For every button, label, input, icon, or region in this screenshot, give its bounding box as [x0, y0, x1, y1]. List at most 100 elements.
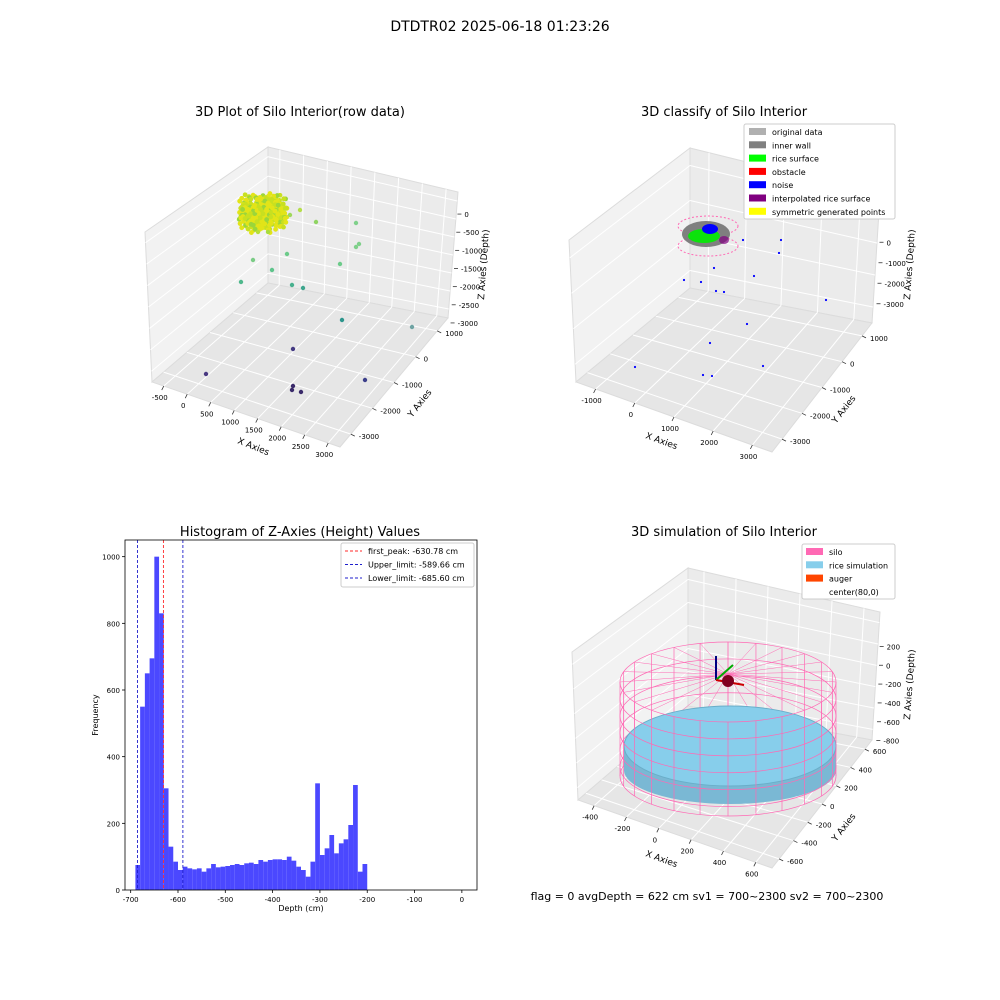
plot4-y-tick-label: 0	[830, 803, 834, 811]
plot2-x-ticks: -1000 0 1000 2000 3000	[581, 388, 757, 461]
plot3-bar	[338, 843, 344, 890]
plot2-noise-point	[633, 365, 637, 369]
plot1-title: 3D Plot of Silo Interior(row data)	[195, 105, 405, 120]
plot1-x-tick-label: 500	[200, 410, 213, 418]
plot4-y-tick	[836, 785, 841, 789]
plot1-cluster-point	[278, 215, 284, 221]
plot3-bar	[258, 860, 264, 890]
plot4-grid-z-left	[572, 579, 689, 665]
plot1-grid-y	[186, 351, 373, 409]
plot3-y-tick-label: 200	[107, 820, 120, 828]
plot3-bar	[230, 865, 235, 890]
plot2-x-tick-label: 3000	[739, 453, 757, 461]
plot1-scatter-point	[313, 219, 319, 225]
plot4-silo-roof-spoke	[727, 673, 837, 683]
plot2-legend-swatch	[749, 181, 766, 189]
plot2-x-tick	[632, 402, 636, 408]
plot4-auger-axes	[715, 656, 745, 687]
plot2-noise-point	[682, 278, 686, 282]
plot2-legend-swatch	[749, 194, 766, 202]
plot1-x-tick-label: 1500	[245, 427, 263, 435]
plot3-bar	[286, 856, 292, 890]
plot1-cluster-point	[240, 207, 246, 212]
plot1-z-label: Z Axies (Depth)	[477, 229, 492, 300]
plot2-z-tick-label: -2000	[885, 280, 905, 288]
plot1-cluster-point	[281, 224, 286, 230]
plot3-bar	[253, 864, 259, 890]
plot4-simulation: 3D simulation of Silo Interior -400 -200 0…	[571, 525, 918, 878]
plot4-silo-roof-spoke	[623, 671, 729, 675]
plot4-grid-x-wall	[702, 571, 705, 709]
plot1-grid-z-left	[145, 156, 269, 244]
plot1-z-tick-label: -1500	[461, 266, 481, 274]
plot1-grid-z	[267, 156, 458, 202]
plot2-legend-swatch	[749, 154, 766, 162]
plot3-bar	[282, 860, 287, 890]
plot3-bar	[173, 861, 178, 890]
plot4-silo-roof-spoke	[634, 661, 729, 675]
plot1-cluster-point	[278, 206, 284, 212]
plot4-y-tick-label: 200	[844, 785, 857, 793]
plot1-scatter-point	[353, 244, 359, 250]
plot1-y-tick	[350, 433, 355, 437]
plot3-bar	[144, 673, 150, 890]
plot4-grid-z-left	[575, 648, 689, 739]
plot3-x-tick-label: -600	[170, 896, 186, 904]
plot2-floor-pane	[575, 287, 873, 453]
plot2-noise-point	[777, 251, 781, 255]
plot2-noise-point	[761, 364, 765, 368]
plot3-bar	[196, 868, 202, 890]
plot4-x-tick	[688, 839, 692, 844]
plot2-legend-label: interpolated rice surface	[772, 195, 870, 204]
plot3-bar	[211, 864, 216, 890]
plot1-scatter-point	[265, 229, 271, 235]
plot3-x-tick-label: -400	[265, 896, 281, 904]
plot4-silo-roof-spoke	[727, 643, 757, 675]
plot1-cluster-point	[280, 201, 286, 207]
plot3-bar	[149, 658, 155, 890]
plot1-scatter-point	[287, 212, 293, 218]
plot1-y-tick-label: 0	[424, 356, 428, 364]
plot1-cluster-point	[262, 221, 268, 227]
plot2-x-tick	[710, 430, 714, 436]
plot1-cluster-point	[254, 197, 260, 202]
plot3-bar	[168, 846, 174, 890]
status-text: flag = 0 avgDepth = 622 cm sv1 = 700~230…	[531, 890, 884, 903]
plot4-silo-roof-spoke	[673, 647, 729, 675]
plot1-cluster-point	[258, 206, 263, 212]
plot2-x-tick	[593, 388, 596, 394]
plot1-cluster-point	[282, 210, 288, 216]
plot4-grid-y	[601, 779, 794, 842]
plot3-y-tick-label: 800	[107, 620, 120, 628]
plot3-x-tick-label: 0	[460, 896, 464, 904]
plot4-y-tick-label: -400	[801, 840, 817, 848]
plot2-x-tick	[750, 444, 753, 450]
plot4-z-tick-label: -400	[885, 700, 901, 708]
plot1-scatter-point	[238, 279, 244, 285]
plot4-z-tick-label: -600	[884, 719, 900, 727]
plot1-x-tick	[278, 426, 282, 431]
plot1-scatter-point	[356, 241, 362, 247]
plot3-bar	[267, 860, 273, 890]
plot2-legend-label: obstacle	[772, 168, 806, 177]
plot4-x-tick	[753, 862, 757, 867]
plot2-noise-point	[745, 322, 749, 326]
plot1-cluster-point	[266, 203, 272, 209]
plot1-cluster-point	[248, 196, 254, 202]
plot4-y-tick	[778, 858, 784, 862]
plot4-silo-roof-spoke	[727, 673, 833, 693]
plot1-cluster-point	[282, 206, 288, 211]
plot1-y-tick	[415, 356, 420, 360]
plot1-grid-z-left	[146, 175, 269, 265]
plot3-bar	[206, 868, 212, 890]
plot4-legend-swatch	[806, 561, 823, 569]
plot2-y-tick	[781, 438, 787, 442]
plot4-grid-z-left	[573, 602, 689, 690]
plot3-bar	[310, 861, 316, 890]
plot2-grid-y	[655, 315, 843, 363]
plot2-legend-swatch	[749, 167, 766, 175]
plot3-bar	[234, 864, 240, 890]
plot3-bar	[348, 825, 354, 890]
plot3-bar	[244, 863, 249, 890]
plot1-y-ticks: 1000 0 -1000 -2000 -3000	[350, 330, 463, 441]
